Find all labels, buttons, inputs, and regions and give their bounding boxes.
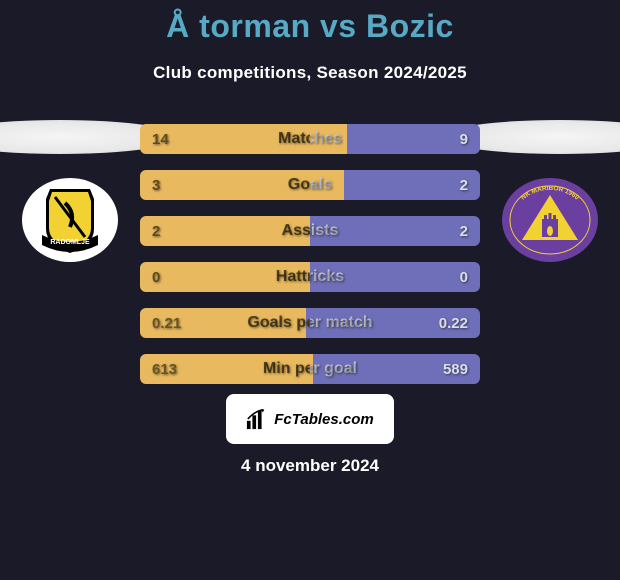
stat-left-value: 14 xyxy=(152,131,169,148)
stat-label: Min per goal xyxy=(263,360,357,378)
stat-left-value: 0.21 xyxy=(152,315,181,332)
stat-right-value: 0.22 xyxy=(439,315,468,332)
radomlje-badge-icon: RADOMLJE xyxy=(20,177,120,263)
stat-right-value: 2 xyxy=(460,177,468,194)
date-line: 4 november 2024 xyxy=(241,456,379,476)
stat-right-value: 2 xyxy=(460,223,468,240)
stat-left-value: 2 xyxy=(152,223,160,240)
stat-label: Hattricks xyxy=(276,268,344,286)
stat-right-value: 589 xyxy=(443,361,468,378)
club-badge-right: NK MARIBOR 1960 xyxy=(500,177,600,263)
stat-left-value: 3 xyxy=(152,177,160,194)
svg-text:RADOMLJE: RADOMLJE xyxy=(50,239,90,246)
fctables-logo-icon xyxy=(246,408,268,430)
stat-row: 613 Min per goal 589 xyxy=(140,354,480,384)
infographic-root: Å torman vs Bozic Club competitions, Sea… xyxy=(0,0,620,580)
stat-row: 3 Goals 2 xyxy=(140,170,480,200)
stat-label: Goals xyxy=(288,176,332,194)
stat-label: Assists xyxy=(282,222,339,240)
stat-row: 0.21 Goals per match 0.22 xyxy=(140,308,480,338)
stat-left-value: 0 xyxy=(152,269,160,286)
stat-right-value: 0 xyxy=(460,269,468,286)
stat-row: 14 Matches 9 xyxy=(140,124,480,154)
stat-row: 2 Assists 2 xyxy=(140,216,480,246)
fctables-watermark: FcTables.com xyxy=(226,394,394,444)
stat-left-value: 613 xyxy=(152,361,177,378)
page-title: Å torman vs Bozic xyxy=(0,0,620,45)
subtitle: Club competitions, Season 2024/2025 xyxy=(0,63,620,83)
club-badge-left: RADOMLJE xyxy=(20,177,120,263)
stat-label: Matches xyxy=(278,130,342,148)
stats-comparison-block: 14 Matches 9 3 Goals 2 2 Assists 2 0 Hattricks 0 0.2… xyxy=(140,124,480,400)
stat-label: Goals per match xyxy=(247,314,372,332)
stat-right-value: 9 xyxy=(460,131,468,148)
fctables-text: FcTables.com xyxy=(274,411,373,428)
maribor-badge-icon: NK MARIBOR 1960 xyxy=(500,177,600,263)
stat-row: 0 Hattricks 0 xyxy=(140,262,480,292)
